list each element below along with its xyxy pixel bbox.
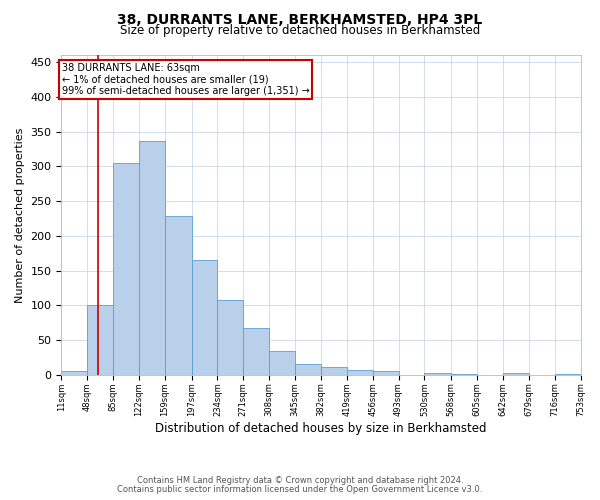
Bar <box>295 364 321 375</box>
Bar <box>243 328 269 375</box>
Bar <box>321 366 347 375</box>
Bar <box>424 373 451 375</box>
Bar <box>113 163 139 375</box>
Bar <box>165 216 191 375</box>
X-axis label: Distribution of detached houses by size in Berkhamsted: Distribution of detached houses by size … <box>155 422 487 435</box>
Bar <box>87 306 113 375</box>
Bar <box>217 300 243 375</box>
Bar <box>451 374 477 375</box>
Y-axis label: Number of detached properties: Number of detached properties <box>15 128 25 302</box>
Bar <box>61 372 87 375</box>
Text: 38, DURRANTS LANE, BERKHAMSTED, HP4 3PL: 38, DURRANTS LANE, BERKHAMSTED, HP4 3PL <box>118 12 482 26</box>
Bar <box>191 260 217 375</box>
Text: 38 DURRANTS LANE: 63sqm
← 1% of detached houses are smaller (19)
99% of semi-det: 38 DURRANTS LANE: 63sqm ← 1% of detached… <box>62 63 310 96</box>
Text: Contains public sector information licensed under the Open Government Licence v3: Contains public sector information licen… <box>118 485 482 494</box>
Bar <box>269 352 295 375</box>
Bar <box>503 373 529 375</box>
Bar <box>139 140 165 375</box>
Text: Contains HM Land Registry data © Crown copyright and database right 2024.: Contains HM Land Registry data © Crown c… <box>137 476 463 485</box>
Bar <box>373 372 398 375</box>
Bar <box>347 370 373 375</box>
Bar <box>554 374 581 375</box>
Text: Size of property relative to detached houses in Berkhamsted: Size of property relative to detached ho… <box>120 24 480 37</box>
